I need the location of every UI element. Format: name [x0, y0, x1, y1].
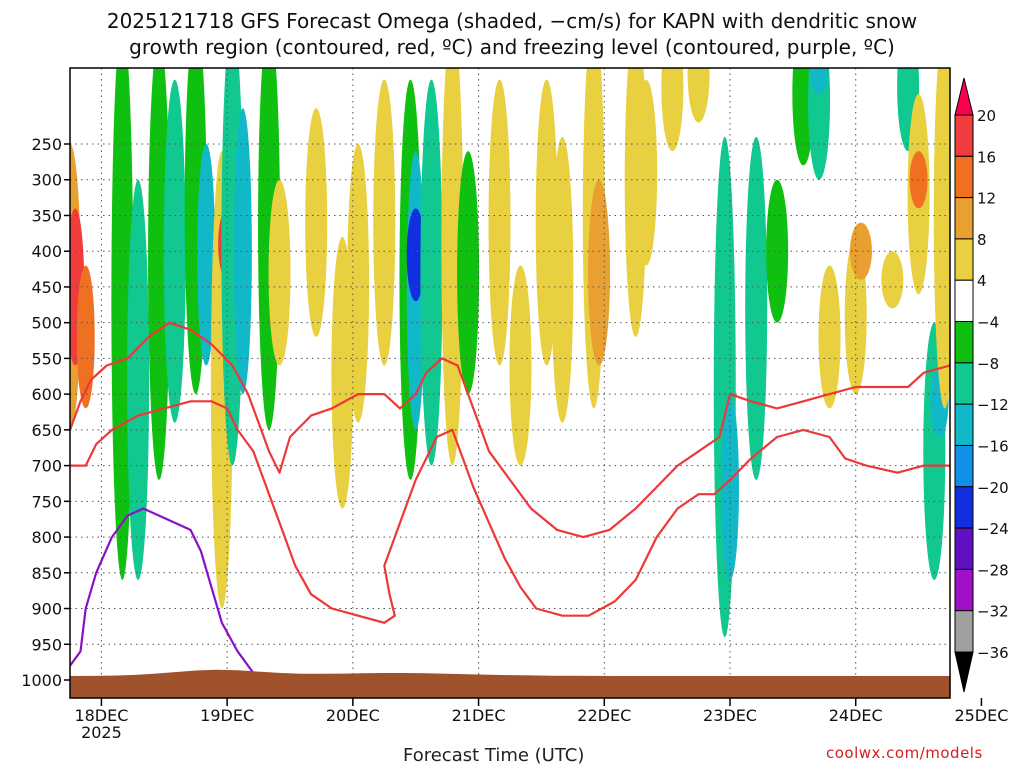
x-tick-sublabel-2025: 2025 [81, 723, 122, 742]
x-tick-label-20DEC: 20DEC [326, 706, 380, 725]
colorbar-label-0: 20 [977, 107, 996, 125]
omega-patch-12 [233, 108, 252, 395]
y-tick-label-750: 750 [31, 492, 62, 511]
colorbar-box-7 [954, 403, 974, 446]
omega-patch-15 [305, 108, 328, 337]
omega-patch-28 [551, 136, 574, 423]
x-tick-label-24DEC: 24DEC [829, 706, 883, 725]
chart-title-line-1: 2025121718 GFS Forecast Omega (shaded, −… [106, 9, 918, 33]
colorbar-box-11 [954, 568, 974, 612]
omega-patch-41 [810, 68, 829, 94]
omega-patch-45 [881, 251, 904, 309]
y-tick-label-700: 700 [31, 457, 62, 476]
omega-patch-26 [509, 265, 532, 466]
colorbar-label-8: −16 [977, 437, 1009, 455]
colorbar-box-0 [954, 114, 974, 157]
colorbar-top-arrow [954, 77, 974, 116]
colorbar-bottom-arrow [954, 651, 974, 693]
plot-frame [69, 67, 951, 699]
chart-title-line-2: growth region (contoured, red, ºC) and f… [129, 35, 895, 59]
x-tick-label-25DEC: 25DEC [954, 706, 1008, 725]
y-tick-label-1000: 1000 [21, 671, 62, 690]
colorbar-label-9: −20 [977, 479, 1009, 497]
y-tick-label-350: 350 [31, 206, 62, 225]
terrain-ground [70, 669, 950, 698]
colorbar-box-4 [954, 279, 974, 323]
contour-lines [70, 321, 950, 674]
colorbar: 20 16 12 8 4 −4 −8 −12 −16 −20 −24 −28 −32 −36 [954, 77, 1009, 693]
colorbar-box-1 [954, 155, 974, 199]
omega-patch-40 [808, 68, 831, 180]
colorbar-label-5: −4 [977, 314, 999, 332]
omega-patch-42 [818, 265, 841, 409]
y-tick-label-650: 650 [31, 421, 62, 440]
omega-patch-2 [76, 265, 95, 409]
y-tick-label-250: 250 [31, 135, 62, 154]
dgz-contour-minus18 [70, 321, 950, 539]
ground-terrain [70, 669, 950, 698]
omega-patch-34 [687, 68, 710, 123]
dgz-contour-minus12 [70, 400, 950, 624]
omega-patch-32 [635, 79, 658, 266]
colorbar-box-2 [954, 197, 974, 240]
omega-patch-38 [766, 179, 789, 323]
y-tick-label-550: 550 [31, 349, 62, 368]
colorbar-box-5 [954, 321, 974, 364]
x-tick-label-23DEC: 23DEC [703, 706, 757, 725]
y-tick-label-400: 400 [31, 242, 62, 261]
colorbar-label-10: −24 [977, 520, 1009, 538]
credit-link[interactable]: coolwx.com/models [826, 744, 983, 762]
x-tick-label-18DEC: 18DEC [74, 706, 128, 725]
colorbar-box-12 [954, 610, 974, 653]
omega-patch-21 [406, 208, 425, 302]
omega-patch-4 [127, 179, 150, 580]
y-tick-label-500: 500 [31, 314, 62, 333]
y-tick-label-600: 600 [31, 385, 62, 404]
freezing-level-contour [70, 507, 255, 674]
colorbar-label-12: −32 [977, 603, 1009, 621]
omega-patch-25 [488, 79, 511, 366]
omega-patch-5 [148, 68, 171, 480]
omega-patch-8 [197, 144, 216, 366]
omega-patch-24 [457, 151, 480, 395]
colorbar-label-4: 4 [977, 272, 987, 290]
x-tick-label-19DEC: 19DEC [200, 706, 254, 725]
omega-patch-30 [588, 179, 611, 366]
colorbar-box-3 [954, 238, 974, 281]
omega-patch-51 [933, 68, 950, 409]
y-tick-label-450: 450 [31, 278, 62, 297]
y-tick-label-950: 950 [31, 635, 62, 654]
grid-lines [70, 68, 950, 698]
colorbar-box-10 [954, 527, 974, 570]
omega-patch-18 [373, 79, 396, 366]
omega-shading [70, 68, 950, 638]
x-axis-label: Forecast Time (UTC) [403, 745, 585, 766]
colorbar-box-9 [954, 486, 974, 529]
omega-patch-14 [268, 179, 291, 366]
colorbar-label-1: 16 [977, 148, 996, 166]
colorbar-label-7: −12 [977, 396, 1009, 414]
colorbar-label-3: 8 [977, 231, 987, 249]
omega-patch-22 [420, 79, 443, 466]
colorbar-box-8 [954, 444, 974, 488]
omega-patch-44 [849, 222, 872, 280]
pressure-axis: 250 300 350 400 450 500 550 600 650 700 750 800 850 9… [21, 135, 70, 690]
colorbar-label-13: −36 [977, 644, 1009, 662]
x-tick-label-22DEC: 22DEC [577, 706, 631, 725]
colorbar-box-6 [954, 362, 974, 405]
omega-patch-17 [347, 143, 370, 423]
colorbar-label-6: −8 [977, 355, 999, 373]
y-tick-label-800: 800 [31, 528, 62, 547]
omega-patch-48 [909, 151, 928, 209]
y-tick-label-900: 900 [31, 600, 62, 619]
colorbar-label-2: 12 [977, 190, 996, 208]
omega-patch-37 [745, 136, 768, 480]
colorbar-label-11: −28 [977, 561, 1009, 579]
omega-patch-33 [661, 68, 684, 152]
y-tick-label-300: 300 [31, 171, 62, 190]
y-tick-label-850: 850 [31, 564, 62, 583]
x-tick-label-21DEC: 21DEC [452, 706, 506, 725]
